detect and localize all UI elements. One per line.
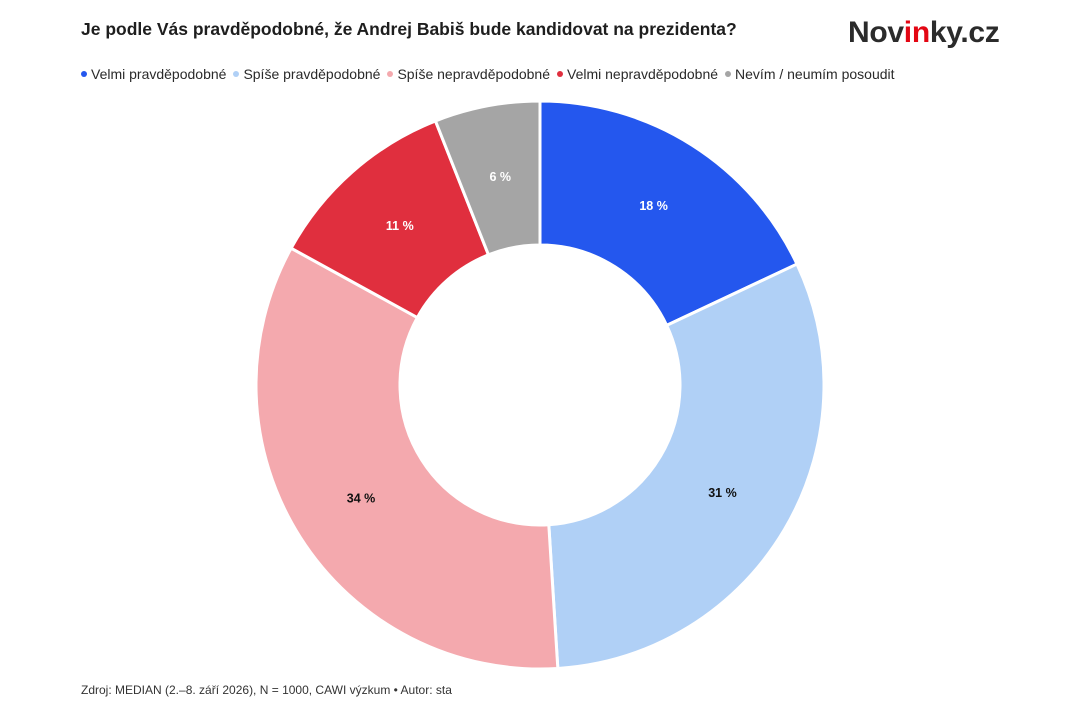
legend-marker (557, 71, 564, 77)
logo-text-end: ky.cz (929, 16, 1000, 49)
legend-item[interactable]: Spíše pravděpodobné (233, 66, 380, 82)
logo-text-highlight: in (903, 16, 930, 49)
legend-marker (387, 71, 394, 77)
donut-slice[interactable] (547, 262, 826, 670)
legend-item[interactable]: Nevím / neumím posoudit (725, 66, 895, 82)
legend-label: Spíše pravděpodobné (243, 66, 381, 82)
donut-slice[interactable] (254, 246, 560, 671)
logo-text-start: Nov (848, 16, 904, 49)
legend-label: Velmi nepravděpodobné (567, 66, 719, 82)
legend-marker (233, 71, 240, 77)
legend-label: Spíše nepravděpodobné (397, 66, 551, 82)
legend-marker (725, 71, 732, 77)
source-footnote: Zdroj: MEDIAN (2.–8. září 2026), N = 100… (81, 683, 452, 697)
legend-label: Nevím / neumím posoudit (735, 66, 895, 82)
donut-slice[interactable] (538, 99, 799, 327)
chart-title: Je podle Vás pravděpodobné, že Andrej Ba… (81, 19, 737, 39)
legend-item[interactable]: Spíše nepravděpodobné (387, 66, 550, 82)
donut-slice[interactable] (433, 99, 542, 257)
legend-marker (81, 71, 87, 77)
legend-item[interactable]: Velmi pravděpodobné (81, 66, 226, 82)
chart-legend: Velmi pravděpodobné Spíše pravděpodobné Sp… (81, 66, 902, 82)
slice-value-label: 34 % (347, 492, 376, 506)
legend-item[interactable]: Velmi nepravděpodobné (557, 66, 718, 82)
novinky-logo[interactable]: Novinky.cz (848, 18, 1000, 48)
slice-value-label: 18 % (639, 199, 668, 213)
slice-value-label: 6 % (490, 170, 512, 184)
slice-value-label: 31 % (708, 486, 737, 500)
slice-value-label: 11 % (386, 219, 414, 233)
legend-label: Velmi pravděpodobné (91, 66, 227, 82)
